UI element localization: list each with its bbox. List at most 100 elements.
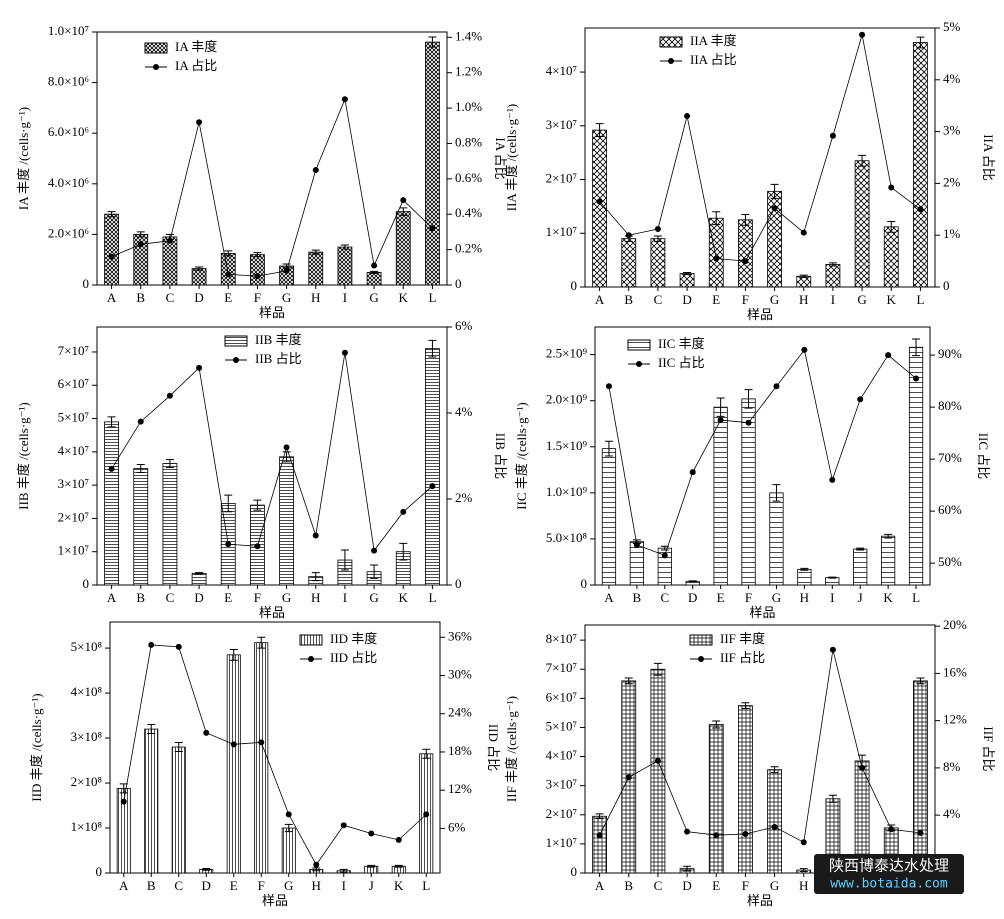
line-point <box>108 465 115 472</box>
line-point <box>258 739 265 746</box>
x-tick-label: A <box>604 590 614 605</box>
x-tick-label: C <box>166 590 175 605</box>
y2-tick-label: 2% <box>455 490 473 505</box>
x-tick-label: F <box>745 590 752 605</box>
x-tick-label: C <box>660 590 669 605</box>
y2-axis-label: IID 占比 <box>486 724 501 771</box>
bar <box>162 236 178 286</box>
legend-marker <box>308 656 314 662</box>
line-point <box>254 273 261 280</box>
bar <box>679 273 695 288</box>
bar <box>908 346 924 586</box>
error-bar <box>224 494 233 513</box>
x-tick-label: H <box>800 590 809 605</box>
y2-tick-label: 70% <box>938 450 962 465</box>
legend-label: IIB 占比 <box>255 351 302 366</box>
plot-frame <box>96 31 448 286</box>
y2-tick-label: 6% <box>448 819 466 834</box>
y2-tick-label: 0.4% <box>455 205 482 220</box>
bar <box>853 548 868 586</box>
line-point <box>312 532 319 539</box>
error-bar <box>716 397 725 417</box>
y2-tick-label: 12% <box>448 781 472 796</box>
bar <box>191 268 207 286</box>
y-tick-label: 8.0×10⁶ <box>48 74 89 89</box>
legend-swatch <box>689 634 713 646</box>
error-bar <box>772 484 781 502</box>
error-bar <box>367 864 376 868</box>
plot-frame <box>109 621 441 874</box>
error-bar <box>224 250 233 257</box>
x-tick-label: I <box>830 590 834 605</box>
line-point <box>885 352 892 359</box>
line-point <box>713 255 720 262</box>
bar <box>767 769 782 874</box>
error-bar <box>683 271 692 276</box>
line-point <box>108 253 115 260</box>
y2-tick-label: 1.4% <box>455 28 482 43</box>
x-tick-label: J <box>858 590 863 605</box>
y-axis-label: IIC 丰度 /(cells·g⁻¹) <box>514 402 529 510</box>
error-bar <box>828 794 837 803</box>
bar <box>220 252 236 286</box>
x-tick-label: G <box>857 292 866 307</box>
line-point <box>771 205 778 212</box>
y2-tick-label: 0.8% <box>455 134 482 149</box>
y-tick-label: 6.0×10⁶ <box>48 124 89 139</box>
line-point <box>225 271 232 278</box>
line-point <box>654 757 661 764</box>
error-bar <box>311 249 320 255</box>
x-tick-label: A <box>107 590 117 605</box>
error-bar <box>340 549 349 571</box>
legend-label: IIC 丰度 <box>658 336 705 351</box>
x-tick-label: B <box>624 292 633 307</box>
line-point <box>225 541 232 548</box>
line <box>111 97 433 277</box>
x-tick-label: J <box>369 878 374 893</box>
watermark-url: www.botaida.com <box>830 877 948 892</box>
x-tick-label: E <box>717 590 725 605</box>
y2-tick-label: 0.2% <box>455 241 482 256</box>
x-tick-label: F <box>742 878 749 893</box>
x-tick-label: F <box>258 878 265 893</box>
y-tick-label: 1×10⁷ <box>546 224 577 239</box>
line-point <box>120 798 127 805</box>
error-bar <box>370 564 379 579</box>
error-bar <box>916 677 925 685</box>
line <box>599 34 921 262</box>
line <box>111 352 433 552</box>
y-tick-label: 4×10⁷ <box>546 748 577 763</box>
legend-label: IIB 丰度 <box>255 332 302 347</box>
line-point <box>857 396 864 403</box>
error-bar <box>828 576 837 579</box>
y-tick-label: 2.0×10⁶ <box>48 225 89 240</box>
line-point <box>429 225 436 232</box>
bar <box>881 535 896 586</box>
error-bar <box>770 766 779 774</box>
y2-tick-label: 30% <box>448 666 472 681</box>
line-point <box>829 646 836 653</box>
line-point <box>175 643 182 650</box>
x-tick-label: C <box>166 290 175 305</box>
line-point <box>400 197 407 204</box>
line-point <box>254 543 261 550</box>
line-point <box>596 832 603 839</box>
line-point <box>913 375 920 382</box>
y-tick-label: 6×10⁷ <box>58 376 89 391</box>
line-point <box>742 258 749 265</box>
x-tick-label: K <box>394 878 404 893</box>
error-bar <box>311 572 320 582</box>
y-tick-label: 5×10⁷ <box>546 718 577 733</box>
error-bar <box>912 338 921 357</box>
bar <box>308 251 324 286</box>
bar <box>797 568 812 586</box>
x-tick-label: E <box>230 878 238 893</box>
line-point <box>371 262 378 269</box>
line-point <box>888 826 895 833</box>
line-point <box>166 237 173 244</box>
line <box>123 644 427 866</box>
x-tick-label: H <box>311 590 320 605</box>
line-point <box>283 267 290 274</box>
y-tick-label: 1×10⁸ <box>71 819 103 834</box>
